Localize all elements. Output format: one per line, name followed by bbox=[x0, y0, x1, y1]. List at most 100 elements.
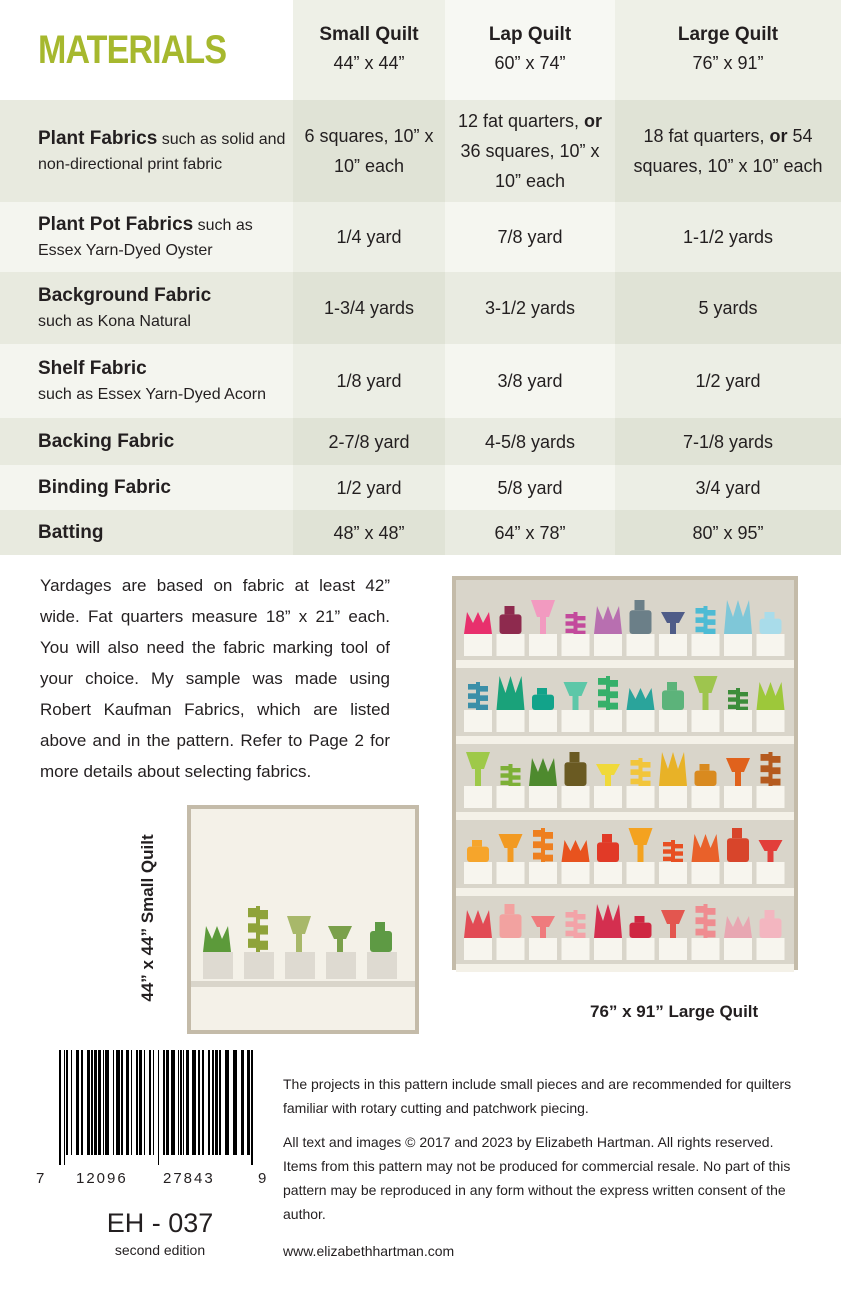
shape bbox=[699, 764, 710, 771]
shape bbox=[328, 926, 352, 939]
shape bbox=[675, 858, 683, 864]
shape bbox=[464, 710, 492, 732]
shape bbox=[598, 700, 606, 708]
bar bbox=[186, 1050, 189, 1155]
bar bbox=[91, 1050, 93, 1155]
shape bbox=[740, 692, 748, 697]
shape bbox=[764, 612, 775, 619]
bar bbox=[251, 1050, 253, 1165]
shape bbox=[456, 964, 794, 972]
bar bbox=[131, 1050, 132, 1155]
shape bbox=[736, 688, 740, 710]
shape bbox=[456, 736, 794, 744]
shape bbox=[507, 848, 514, 862]
small-quilt-caption: 44” x 44” Small Quilt bbox=[138, 834, 157, 1002]
shape bbox=[724, 938, 752, 960]
shape bbox=[707, 628, 716, 635]
shape bbox=[456, 812, 794, 820]
shape bbox=[659, 786, 687, 808]
shape bbox=[707, 919, 716, 927]
bar bbox=[139, 1050, 142, 1155]
bar bbox=[178, 1050, 179, 1155]
shape bbox=[756, 634, 785, 656]
cell: 3/8 yard bbox=[445, 344, 615, 418]
shape bbox=[561, 840, 590, 862]
shape bbox=[370, 931, 392, 952]
shape bbox=[545, 843, 553, 851]
shape bbox=[675, 844, 683, 849]
shape bbox=[565, 921, 574, 927]
shape bbox=[260, 925, 268, 935]
note: The projects in this pattern include sma… bbox=[283, 1076, 792, 1116]
table-row: Shelf Fabric such as Essex Yarn-Dyed Acor… bbox=[0, 344, 841, 418]
cell: 1/2 yard bbox=[615, 344, 841, 418]
edition: second edition bbox=[114, 1242, 206, 1258]
shape bbox=[466, 752, 490, 769]
shape bbox=[512, 768, 521, 773]
bar bbox=[219, 1050, 221, 1155]
shape bbox=[496, 938, 525, 960]
cell: 1-3/4 yards bbox=[293, 272, 445, 344]
bar bbox=[163, 1050, 165, 1155]
bar bbox=[153, 1050, 154, 1155]
shape bbox=[573, 612, 578, 634]
shape bbox=[764, 910, 775, 919]
column-header: Lap Quilt 60” x 74” bbox=[445, 0, 615, 100]
title: MATERIALS bbox=[38, 27, 227, 72]
shape bbox=[504, 606, 515, 615]
shape bbox=[756, 682, 785, 710]
shape bbox=[468, 684, 476, 690]
cell-text: or bbox=[584, 111, 603, 131]
column-name: Lap Quilt bbox=[488, 24, 572, 45]
bar bbox=[149, 1050, 151, 1155]
shape bbox=[661, 612, 685, 623]
shape bbox=[667, 682, 677, 691]
shape bbox=[537, 688, 547, 695]
shape bbox=[691, 710, 720, 732]
shape bbox=[260, 910, 268, 920]
cell: 1/8 yard bbox=[293, 344, 445, 418]
shape bbox=[476, 682, 480, 710]
shape bbox=[594, 606, 622, 634]
shape bbox=[529, 938, 557, 960]
digit: 7 bbox=[36, 1170, 45, 1187]
bar bbox=[171, 1050, 175, 1155]
shape bbox=[508, 764, 513, 786]
shape bbox=[529, 862, 557, 884]
shape bbox=[659, 634, 687, 656]
shape bbox=[191, 981, 415, 987]
shape bbox=[768, 752, 773, 786]
shape bbox=[724, 862, 752, 884]
shape bbox=[496, 634, 525, 656]
shape bbox=[256, 906, 260, 952]
shape bbox=[626, 862, 655, 884]
table-row: Background Fabric such as Kona Natural 1-3… bbox=[0, 272, 841, 344]
shape bbox=[203, 952, 233, 979]
row-name: Plant Pot Fabrics bbox=[38, 213, 194, 235]
shape bbox=[760, 754, 769, 761]
shape bbox=[596, 764, 620, 775]
shape bbox=[577, 630, 586, 636]
shape bbox=[572, 696, 579, 710]
shape bbox=[695, 608, 704, 614]
bar bbox=[212, 1050, 214, 1155]
shape bbox=[464, 612, 492, 634]
bar bbox=[247, 1050, 250, 1155]
shape bbox=[702, 693, 709, 710]
bar bbox=[59, 1050, 61, 1165]
shape bbox=[573, 910, 578, 938]
column-size: 76” x 91” bbox=[692, 53, 764, 73]
cell: 5 yards bbox=[615, 272, 841, 344]
bar bbox=[98, 1050, 101, 1155]
shape bbox=[703, 904, 708, 938]
shape bbox=[675, 851, 683, 856]
bar bbox=[113, 1050, 114, 1155]
shape bbox=[561, 634, 590, 656]
bar bbox=[94, 1050, 97, 1155]
shape bbox=[728, 697, 736, 702]
shape bbox=[296, 934, 302, 952]
table-row: Backing Fabric 2-7/8 yard 4-5/8 yards 7-1/8… bbox=[0, 418, 841, 465]
shape bbox=[569, 752, 580, 763]
bar bbox=[81, 1050, 83, 1155]
shape bbox=[545, 854, 553, 862]
